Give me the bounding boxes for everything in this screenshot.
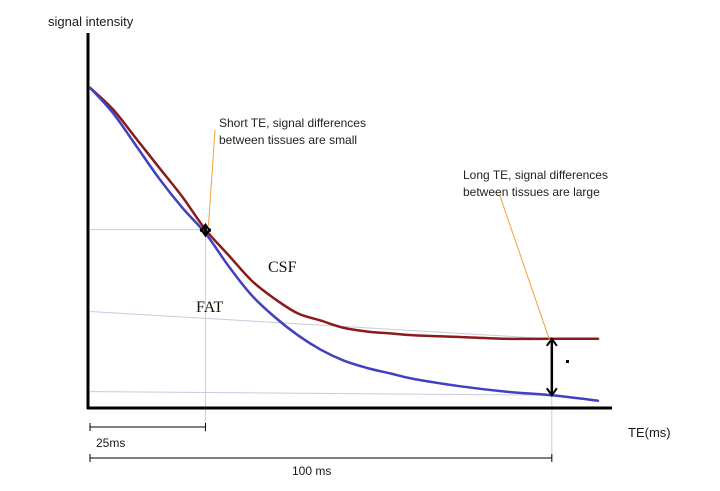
guide-horizontal-csf-100ms: [89, 311, 552, 340]
long-te-line-1: Long TE, signal differences: [463, 168, 608, 182]
dimension-100ms: [89, 454, 553, 462]
dimension-lines: [89, 423, 553, 462]
marker-dot: [566, 360, 569, 363]
arrow-short-te-head-bottom: [199, 228, 212, 238]
marker-label-25ms: 25ms: [96, 436, 126, 450]
arrow-short-te: [199, 222, 212, 238]
series-line-fat: [88, 86, 600, 402]
short-te-line-1: Short TE, signal differences: [219, 116, 366, 130]
arrow-long-te: [546, 337, 558, 397]
long-te-annotation: Long TE, signal differences between tiss…: [463, 167, 608, 201]
x-axis-label: TE(ms): [628, 425, 671, 440]
series-label-fat: FAT: [196, 299, 224, 316]
series-line-csf: [88, 86, 600, 341]
long-te-line-2: between tissues are large: [463, 185, 600, 199]
guide-lines: [89, 229, 553, 458]
arrow-long-te-head-top: [546, 337, 558, 347]
marker-label-100ms: 100 ms: [292, 464, 332, 478]
short-te-annotation: Short TE, signal differences between tis…: [219, 115, 366, 149]
arrow-long-te-head-bottom: [546, 387, 558, 397]
leader-short-te: [207, 129, 216, 226]
series-lines: [88, 86, 600, 402]
leader-long-te: [499, 195, 551, 342]
guide-horizontal-fat-100ms: [89, 391, 552, 396]
dimension-25ms: [89, 423, 206, 431]
annotation-leaders: [199, 129, 558, 397]
series-label-csf: CSF: [268, 259, 297, 276]
short-te-line-2: between tissues are small: [219, 133, 358, 147]
axes: [86, 33, 612, 410]
y-axis-label: signal intensity: [48, 14, 134, 29]
